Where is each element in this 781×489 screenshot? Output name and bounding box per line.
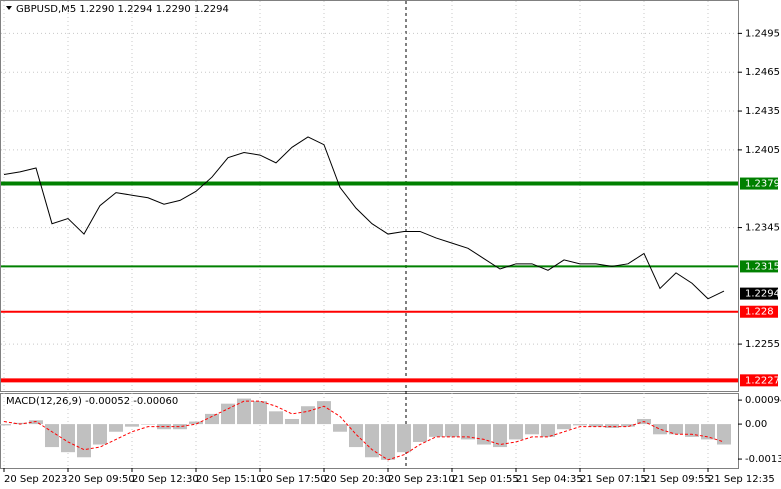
macd-bar	[333, 424, 347, 432]
x-tick-label: 20 Sep 2023	[4, 474, 67, 485]
macd-bar	[173, 424, 187, 430]
macd-bar	[557, 424, 571, 430]
macd-bar	[413, 424, 427, 442]
x-tick-label: 21 Sep 12:35	[708, 474, 775, 485]
macd-bar	[77, 424, 91, 458]
y-tick-label: 1.2405	[745, 145, 780, 156]
macd-bar	[221, 403, 235, 425]
x-tick-label: 20 Sep 23:10	[388, 474, 455, 485]
y-tick-label: 1.2495	[745, 28, 780, 39]
macd-bar	[541, 424, 555, 437]
level-tag	[740, 374, 778, 387]
macd-bar	[13, 422, 27, 425]
macd-bar	[285, 418, 299, 425]
macd-bar	[253, 401, 267, 425]
macd-bar	[685, 424, 699, 437]
macd-bar	[317, 401, 331, 425]
x-tick-label: 20 Sep 12:30	[132, 474, 199, 485]
macd-bar	[45, 424, 59, 448]
level-tag	[740, 177, 778, 190]
macd-bar	[653, 424, 667, 435]
x-tick-label: 20 Sep 17:50	[260, 474, 327, 485]
macd-bar	[509, 424, 523, 440]
macd-bar	[717, 424, 731, 445]
price-label: 1.2294	[745, 289, 780, 300]
price-tag	[740, 287, 778, 300]
macd-bar	[445, 424, 459, 437]
main-panel-border	[0, 0, 739, 392]
x-tick-label: 21 Sep 07:15	[580, 474, 647, 485]
level-tag	[740, 305, 778, 318]
x-tick-label: 20 Sep 09:50	[68, 474, 135, 485]
macd-bar	[141, 424, 155, 425]
y-tick-label: -0.00137	[745, 454, 781, 465]
macd-panel-border	[0, 393, 739, 469]
macd-bar	[477, 424, 491, 445]
macd-bar	[397, 424, 411, 453]
y-tick-label: 0.00	[745, 419, 767, 430]
level-tag	[740, 260, 778, 273]
macd-bar	[381, 424, 395, 460]
x-tick-label: 20 Sep 15:10	[196, 474, 263, 485]
macd-bar	[189, 421, 203, 425]
macd-bar	[0, 424, 11, 426]
macd-title: MACD(12,26,9) -0.00052 -0.00060	[6, 396, 178, 407]
macd-bar	[621, 424, 635, 427]
y-tick-label: 1.2435	[745, 106, 780, 117]
macd-bar	[429, 424, 443, 437]
y-tick-label: 0.00094	[745, 395, 781, 406]
level-label: 1.2315	[745, 261, 780, 272]
macd-bar	[269, 411, 283, 425]
macd-bar	[525, 424, 539, 435]
level-label: 1.2227	[745, 375, 780, 386]
macd-bar	[605, 424, 619, 428]
macd-bar	[301, 406, 315, 425]
macd-bar	[205, 413, 219, 425]
menu-icon	[6, 6, 12, 10]
x-tick-label: 21 Sep 04:35	[516, 474, 583, 485]
macd-bar	[669, 424, 683, 435]
macd-bar	[701, 424, 715, 440]
macd-bar	[237, 398, 251, 425]
macd-bar	[109, 424, 123, 432]
x-tick-label: 21 Sep 09:55	[644, 474, 711, 485]
price-line	[3, 136, 725, 300]
x-tick-label: 20 Sep 20:30	[324, 474, 391, 485]
macd-bar	[29, 420, 43, 425]
macd-bar	[365, 424, 379, 458]
signal-line	[3, 400, 725, 461]
x-tick-label: 21 Sep 01:55	[452, 474, 519, 485]
macd-bar	[589, 424, 603, 427]
chart-title: GBPUSD,M5 1.2290 1.2294 1.2290 1.2294	[16, 4, 229, 15]
y-tick-label: 1.2255	[745, 339, 780, 350]
macd-bar	[61, 424, 75, 453]
level-label: 1.228	[745, 307, 774, 318]
y-tick-label: 1.2465	[745, 67, 780, 78]
y-tick-label: 1.2345	[745, 223, 780, 234]
macd-bar	[461, 424, 475, 440]
macd-bar	[93, 424, 107, 445]
macd-bar	[493, 424, 507, 448]
macd-bar	[349, 424, 363, 448]
level-label: 1.2379	[745, 179, 780, 190]
macd-bar	[573, 424, 587, 426]
macd-bar	[125, 424, 139, 427]
